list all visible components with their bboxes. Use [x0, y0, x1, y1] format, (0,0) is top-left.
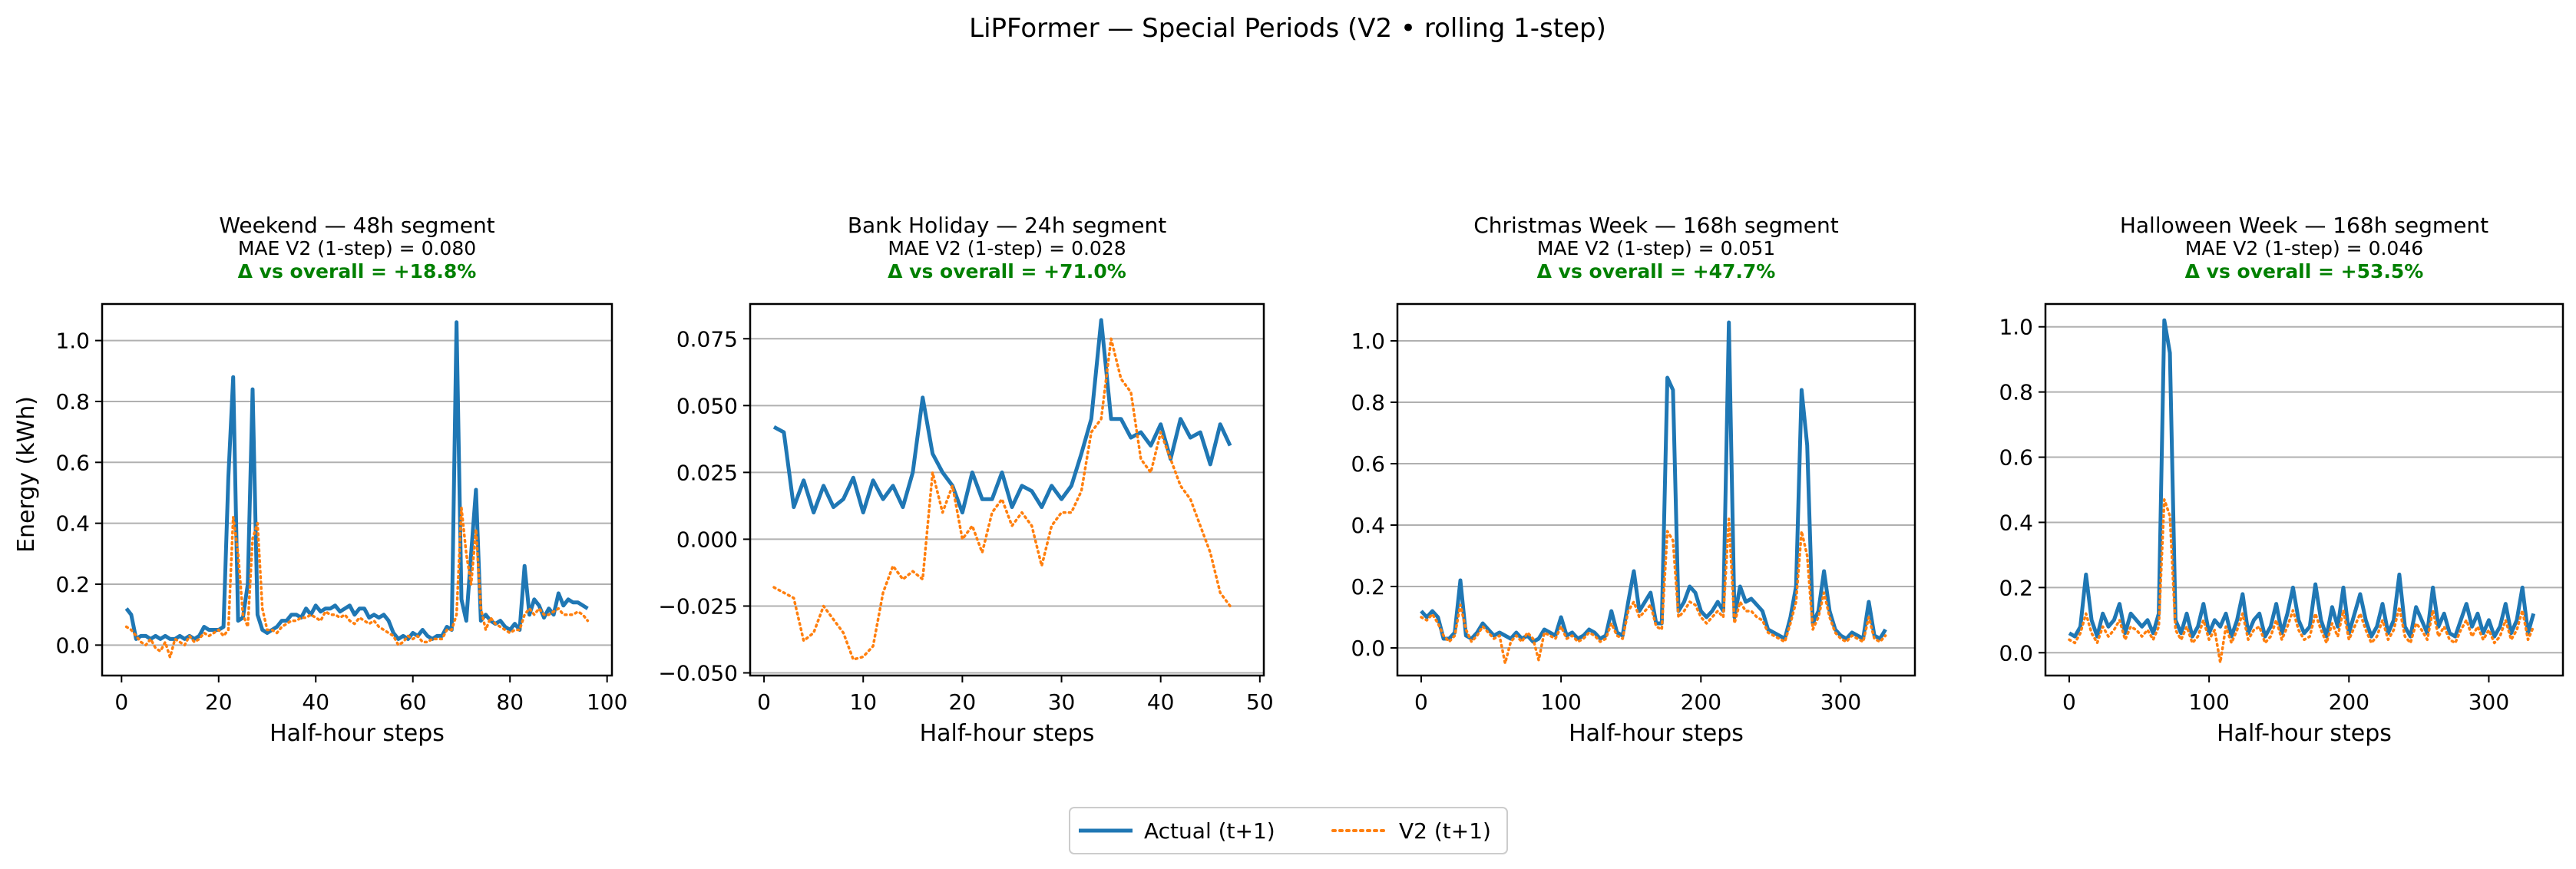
- y-tick-label: 0.2: [55, 572, 90, 597]
- y-tick-label: 0.050: [676, 393, 738, 418]
- y-tick-label: 0.2: [1999, 575, 2033, 600]
- x-axis-label: Half-hour steps: [2217, 720, 2392, 747]
- x-tick-label: 200: [1681, 689, 1721, 715]
- y-tick-label: 1.0: [55, 329, 90, 354]
- legend-box: [1069, 807, 1508, 854]
- y-tick-label: −0.025: [658, 593, 738, 619]
- series-line-v2: [772, 337, 1232, 661]
- y-tick-label: 0.0: [1351, 636, 1385, 661]
- panel-delta-label: Δ vs overall = +47.7%: [1537, 260, 1776, 283]
- y-tick-label: 0.8: [1999, 380, 2033, 405]
- y-tick-label: 1.0: [1999, 315, 2033, 340]
- panel-title: Christmas Week — 168h segment: [1473, 213, 1839, 238]
- series-line-actual: [2068, 318, 2536, 639]
- x-axis-label: Half-hour steps: [270, 720, 445, 747]
- x-tick-label: 100: [587, 689, 627, 715]
- y-tick-label: −0.050: [658, 661, 738, 686]
- panel-mae-subtitle: MAE V2 (1-step) = 0.051: [1537, 237, 1775, 259]
- y-tick-label: 0.8: [55, 389, 90, 415]
- series-line-v2: [1420, 517, 1887, 665]
- panel-title: Bank Holiday — 24h segment: [848, 213, 1166, 238]
- panel-title: Halloween Week — 168h segment: [2120, 213, 2488, 238]
- panel-title: Weekend — 48h segment: [219, 213, 494, 238]
- panel-mae-subtitle: MAE V2 (1-step) = 0.080: [238, 237, 476, 259]
- y-tick-label: 0.0: [1999, 640, 2033, 666]
- y-tick-label: 0.4: [1999, 510, 2033, 535]
- legend: Actual (t+1) V2 (t+1): [1069, 807, 1508, 854]
- x-tick-label: 20: [205, 689, 233, 715]
- x-tick-label: 0: [1414, 689, 1428, 715]
- legend-label-v2: V2 (t+1): [1399, 818, 1491, 844]
- x-tick-label: 60: [399, 689, 427, 715]
- y-axis-label: Energy (kWh): [13, 396, 40, 553]
- x-tick-label: 10: [849, 689, 877, 715]
- axes-frame: [2044, 302, 2564, 677]
- y-tick-label: 1.0: [1351, 329, 1385, 354]
- x-axis-label: Half-hour steps: [1569, 720, 1744, 747]
- figure-title: LiPFormer — Special Periods (V2 • rollin…: [969, 13, 1606, 44]
- axes-frame: [749, 302, 1265, 677]
- series-line-v2: [124, 507, 590, 659]
- x-tick-label: 0: [2062, 689, 2076, 715]
- y-tick-label: 0.2: [1351, 574, 1385, 600]
- y-tick-label: 0.025: [676, 460, 738, 485]
- series-line-v2: [2068, 497, 2535, 664]
- x-tick-label: 300: [1820, 689, 1861, 715]
- x-tick-label: 0: [114, 689, 128, 715]
- x-tick-label: 50: [1246, 689, 1274, 715]
- y-tick-label: 0.4: [1351, 513, 1385, 538]
- legend-label-actual: Actual (t+1): [1144, 818, 1275, 844]
- x-tick-label: 200: [2329, 689, 2369, 715]
- x-tick-label: 80: [496, 689, 524, 715]
- x-axis-label: Half-hour steps: [920, 720, 1095, 747]
- x-tick-label: 20: [949, 689, 977, 715]
- y-tick-label: 0.0: [55, 633, 90, 658]
- x-tick-label: 100: [2188, 689, 2229, 715]
- axes-frame: [1396, 302, 1916, 677]
- x-tick-label: 30: [1048, 689, 1076, 715]
- y-tick-label: 0.6: [1351, 451, 1385, 477]
- x-tick-label: 40: [1147, 689, 1175, 715]
- y-tick-label: 0.4: [55, 511, 90, 537]
- axes-frame: [101, 302, 613, 677]
- panel-delta-label: Δ vs overall = +18.8%: [238, 260, 477, 283]
- panel-delta-label: Δ vs overall = +71.0%: [888, 260, 1126, 283]
- x-tick-label: 100: [1540, 689, 1581, 715]
- y-tick-label: 0.6: [55, 450, 90, 475]
- y-tick-label: 0.075: [676, 326, 738, 352]
- series-line-actual: [1420, 320, 1887, 644]
- y-tick-label: 0.000: [676, 527, 738, 552]
- x-tick-label: 40: [302, 689, 329, 715]
- series-line-actual: [124, 320, 589, 641]
- y-tick-label: 0.6: [1999, 445, 2033, 471]
- x-tick-label: 300: [2469, 689, 2509, 715]
- panel-mae-subtitle: MAE V2 (1-step) = 0.028: [888, 237, 1126, 259]
- x-tick-label: 0: [757, 689, 771, 715]
- panel-mae-subtitle: MAE V2 (1-step) = 0.046: [2185, 237, 2423, 259]
- panel-delta-label: Δ vs overall = +53.5%: [2185, 260, 2424, 283]
- series-line-actual: [772, 318, 1232, 515]
- y-tick-label: 0.8: [1351, 390, 1385, 415]
